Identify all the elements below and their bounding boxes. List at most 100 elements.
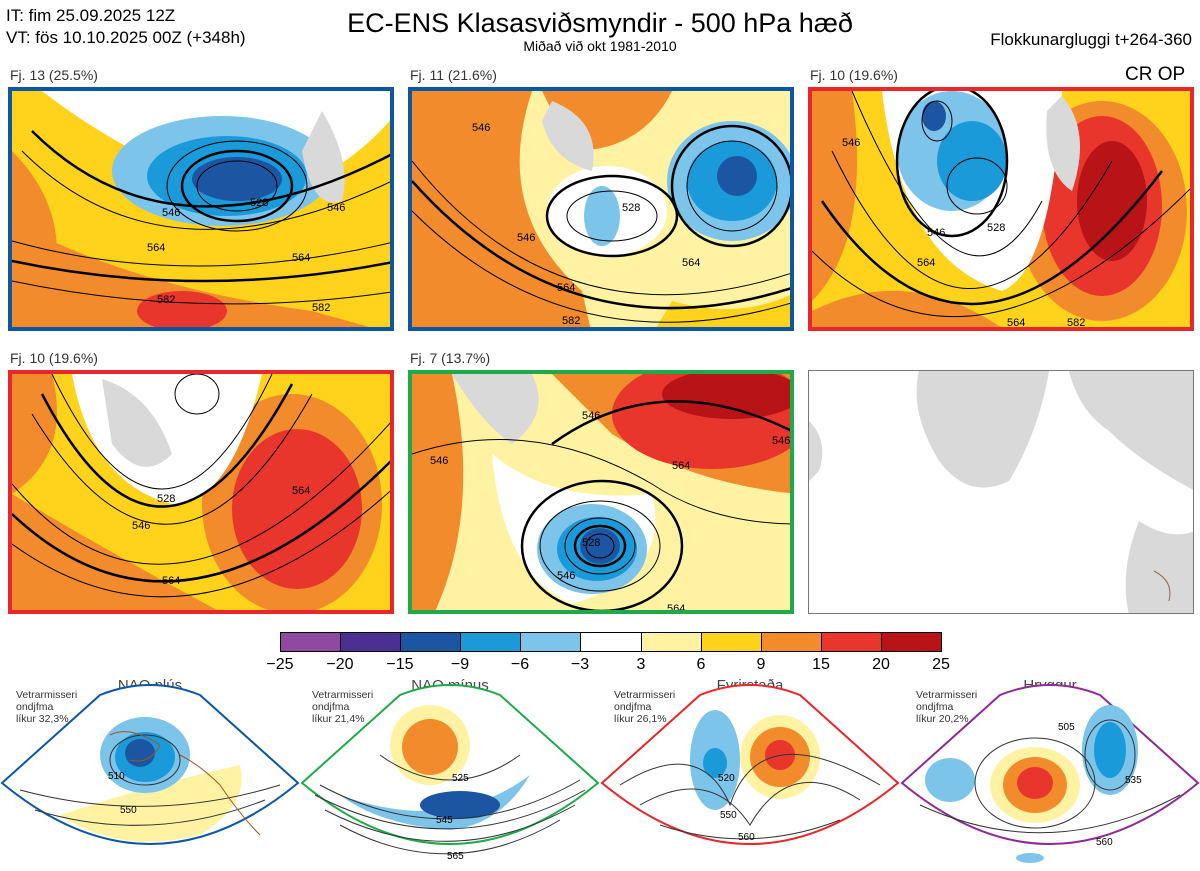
panel-3-label: Fj. 10 (19.6%) xyxy=(810,67,898,83)
cluster-map-3-graphic: 546 528 546 564 564 582 xyxy=(812,91,1190,329)
contour-label: 564 xyxy=(917,257,935,269)
contour-label: 528 xyxy=(157,493,175,505)
contour-label: 564 xyxy=(672,460,690,472)
contour-label: 564 xyxy=(682,257,700,269)
contour-label: 564 xyxy=(1007,317,1025,329)
contour-label: 546 xyxy=(582,410,600,422)
cluster-map-1-graphic: 546 528 546 564 564 582 582 xyxy=(12,91,390,327)
colorbar xyxy=(280,632,942,652)
colorbar-tick: 25 xyxy=(932,656,950,673)
contour-label: 546 xyxy=(132,520,150,532)
contour-label: 520 xyxy=(718,773,735,784)
colorbar-tick: −3 xyxy=(570,656,590,673)
contour-label: 528 xyxy=(987,222,1005,234)
cluster-map-4-graphic: 528 546 564 564 xyxy=(12,374,390,610)
colorbar-tick: −25 xyxy=(266,656,294,673)
colorbar-swatch xyxy=(641,633,702,651)
contour-label: 564 xyxy=(557,282,575,294)
colorbar-swatch xyxy=(281,633,342,651)
colorbar-swatch xyxy=(461,633,522,651)
contour-label: 525 xyxy=(452,773,469,784)
cluster-map-1: 546 528 546 564 564 582 582 xyxy=(8,87,394,331)
panel-5-label: Fj. 7 (13.7%) xyxy=(410,350,491,366)
contour-label: 546 xyxy=(327,202,345,214)
contour-label: 565 xyxy=(447,851,464,862)
colorbar-swatch xyxy=(881,633,942,651)
regime-ridge-graphic: 505 535 560 xyxy=(900,684,1200,863)
colorbar-tick: −9 xyxy=(450,656,470,673)
contour-label: 564 xyxy=(162,575,180,587)
panel-1-label: Fj. 13 (25.5%) xyxy=(10,67,98,83)
regime-nao-plus-graphic: 510 550 xyxy=(0,684,300,845)
colorbar-swatch xyxy=(761,633,822,651)
page-title: EC-ENS Klasasviðsmyndir - 500 hPa hæð xyxy=(347,8,853,38)
contour-label: 546 xyxy=(472,122,490,134)
contour-label: 582 xyxy=(562,315,580,327)
colorbar-swatch xyxy=(521,633,582,651)
colorbar-swatch xyxy=(821,633,882,651)
cluster-map-3: 546 528 546 564 564 582 xyxy=(808,87,1194,331)
contour-label: 564 xyxy=(667,603,685,614)
contour-label: 550 xyxy=(120,805,137,816)
cluster-map-4: 528 546 564 564 xyxy=(8,370,394,614)
cluster-map-5-graphic: 546 546 528 546 564 564 546 xyxy=(412,374,790,614)
contour-label: 550 xyxy=(720,810,737,821)
regime-nao-minus: NAO mínus Vetrarmisseri ondjfma líkur 21… xyxy=(300,675,600,871)
valid-time: VT: fös 10.10.2025 00Z (+348h) xyxy=(6,28,246,47)
colorbar-tick: 9 xyxy=(756,656,766,673)
regime-nao-minus-graphic: 525 545 565 xyxy=(300,684,600,862)
cluster-map-5: 546 546 528 546 564 564 546 xyxy=(408,370,794,614)
panel-4-label: Fj. 10 (19.6%) xyxy=(10,350,98,366)
regime-note: Vetrarmisseri ondjfma líkur 20,2% xyxy=(916,689,978,725)
colorbar-tick: 6 xyxy=(696,656,706,673)
contour-label: 546 xyxy=(430,455,448,467)
contour-label: 546 xyxy=(517,232,535,244)
contour-label: 582 xyxy=(157,294,175,306)
contour-label: 535 xyxy=(1125,775,1142,786)
init-time: IT: fim 25.09.2025 12Z xyxy=(6,6,176,25)
contour-label: 560 xyxy=(738,832,755,843)
colorbar-tick: 3 xyxy=(636,656,646,673)
cluster-map-2: 546 528 546 564 564 582 xyxy=(408,87,794,331)
colorbar-swatch xyxy=(401,633,462,651)
regime-blocking: Fyrirstaða Vetrarmisseri ondjfma líkur 2… xyxy=(600,675,900,871)
contour-label: 510 xyxy=(108,771,125,782)
contour-label: 564 xyxy=(292,252,310,264)
contour-label: 546 xyxy=(557,570,575,582)
contour-label: 546 xyxy=(162,207,180,219)
regime-ridge: Hryggur Vetrarmisseri ondjfma líkur 20,2… xyxy=(900,675,1200,871)
colorbar-tick: −15 xyxy=(386,656,414,673)
contour-label: 528 xyxy=(622,202,640,214)
contour-label: 564 xyxy=(292,485,310,497)
base-map-graphic xyxy=(809,371,1193,613)
cluster-map-2-graphic: 546 528 546 564 564 582 xyxy=(412,91,790,327)
cluster-map-6-empty xyxy=(808,370,1194,614)
colorbar-tick: 15 xyxy=(812,656,830,673)
contour-label: 546 xyxy=(842,137,860,149)
header-times: IT: fim 25.09.2025 12Z VT: fös 10.10.202… xyxy=(6,5,246,49)
regime-nao-plus: NAO plús Vetrarmisseri ondjfma líkur 32,… xyxy=(0,675,300,871)
contour-label: 546 xyxy=(772,435,790,447)
contour-label: 582 xyxy=(1067,317,1085,329)
regime-note: Vetrarmisseri ondjfma líkur 26,1% xyxy=(614,689,676,725)
colorbar-tick: −6 xyxy=(510,656,530,673)
regime-blocking-graphic: 520 550 560 xyxy=(600,684,900,845)
colorbar-swatch xyxy=(341,633,402,651)
colorbar-swatch xyxy=(701,633,762,651)
window-label: Flokkunargluggi t+264-360 xyxy=(990,30,1192,49)
contour-label: 560 xyxy=(1096,837,1113,848)
contour-label: 546 xyxy=(927,227,945,239)
contour-label: 582 xyxy=(312,302,330,314)
contour-label: 528 xyxy=(582,537,600,549)
cr-op-badge: CR OP xyxy=(1125,64,1186,85)
regime-note: Vetrarmisseri ondjfma líkur 21,4% xyxy=(312,689,374,725)
page-subtitle: Miðað við okt 1981-2010 xyxy=(523,38,677,54)
contour-label: 564 xyxy=(147,242,165,254)
colorbar-tick: −20 xyxy=(326,656,354,673)
contour-label: 545 xyxy=(436,815,453,826)
contour-label: 528 xyxy=(250,197,268,209)
contour-label: 505 xyxy=(1058,722,1075,733)
panel-2-label: Fj. 11 (21.6%) xyxy=(410,67,497,83)
regime-note: Vetrarmisseri ondjfma líkur 32,3% xyxy=(16,689,78,725)
colorbar-swatch xyxy=(581,633,642,651)
